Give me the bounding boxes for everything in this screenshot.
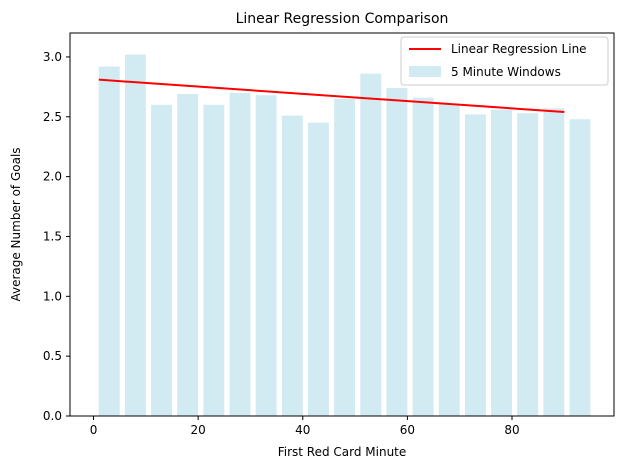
bar xyxy=(412,97,434,416)
bar xyxy=(281,115,303,416)
bar xyxy=(491,109,512,416)
y-tick-label: 3.0 xyxy=(43,50,62,64)
bar xyxy=(464,114,486,416)
bar xyxy=(569,119,591,417)
bar xyxy=(543,108,565,417)
bar xyxy=(229,92,251,416)
bar xyxy=(517,113,539,416)
y-tick-label: 0.0 xyxy=(43,409,62,423)
x-tick-label: 0 xyxy=(90,423,98,437)
legend-box xyxy=(400,36,609,86)
y-axis-label: Average Number of Goals xyxy=(9,147,23,301)
legend-line-label: Linear Regression Line xyxy=(451,42,587,56)
regression-line xyxy=(98,78,565,113)
bar xyxy=(334,98,356,416)
x-axis-ticks: 0 20 40 60 80 xyxy=(90,416,520,437)
y-tick-label: 2.0 xyxy=(43,170,62,184)
bar xyxy=(203,104,225,416)
regression-line-layer xyxy=(98,78,565,113)
bar xyxy=(124,54,146,416)
legend-bar-label: 5 Minute Windows xyxy=(451,65,561,79)
x-axis-label: First Red Card Minute xyxy=(278,445,407,459)
legend: Linear Regression Line 5 Minute Windows xyxy=(400,36,609,86)
legend-bar-swatch xyxy=(409,66,441,77)
y-tick-label: 0.5 xyxy=(43,349,62,363)
y-tick-label: 2.5 xyxy=(43,110,62,124)
bar xyxy=(255,95,277,417)
x-tick-label: 80 xyxy=(504,423,519,437)
x-tick-label: 60 xyxy=(400,423,415,437)
bar xyxy=(360,73,382,416)
chart-title: Linear Regression Comparison xyxy=(236,11,449,27)
y-tick-label: 1.5 xyxy=(43,229,62,243)
bar xyxy=(177,94,199,416)
bar xyxy=(438,103,460,417)
bars-layer xyxy=(98,54,591,417)
x-tick-label: 20 xyxy=(191,423,206,437)
bar xyxy=(98,66,120,416)
bar xyxy=(151,104,172,416)
bar xyxy=(308,122,329,417)
x-tick-label: 40 xyxy=(295,423,310,437)
plot-area-frame xyxy=(69,32,615,417)
y-axis-ticks: 0.0 0.5 1.0 1.5 2.0 2.5 3.0 xyxy=(43,50,70,423)
bar xyxy=(386,88,408,416)
y-tick-label: 1.0 xyxy=(43,289,62,303)
